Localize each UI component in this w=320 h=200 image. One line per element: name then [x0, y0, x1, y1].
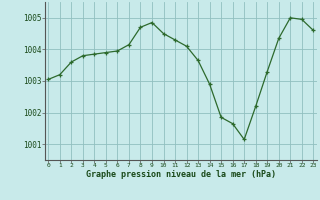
- X-axis label: Graphe pression niveau de la mer (hPa): Graphe pression niveau de la mer (hPa): [86, 170, 276, 179]
